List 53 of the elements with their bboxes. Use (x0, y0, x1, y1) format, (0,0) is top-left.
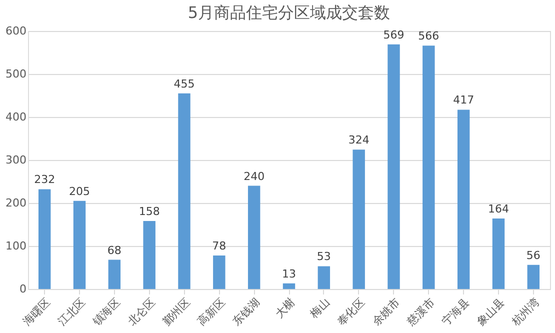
data-label: 324 (348, 134, 370, 147)
data-label: 205 (69, 184, 90, 198)
data-label: 417 (453, 94, 474, 107)
x-tick-label: 象山县 (474, 296, 507, 328)
x-tick-label: 东钱湖 (230, 296, 263, 328)
y-tick-label: 300 (6, 154, 26, 166)
data-label: 164 (488, 202, 509, 216)
x-tick-label: 鄞州区 (160, 296, 193, 328)
y-tick-label: 100 (6, 240, 26, 252)
bar (248, 186, 260, 289)
bar (38, 189, 51, 289)
x-tick-label: 慈溪市 (404, 296, 438, 330)
bar (318, 266, 330, 289)
data-label: 158 (138, 205, 160, 218)
bar (282, 283, 296, 289)
y-tick-label: 400 (6, 110, 26, 124)
x-tick-label: 高新区 (195, 296, 228, 328)
x-tick-label: 海曙区 (20, 296, 54, 328)
data-label: 68 (107, 244, 122, 257)
y-tick-label: 0 (20, 282, 26, 296)
bar (388, 44, 400, 289)
data-label: 53 (316, 250, 331, 264)
y-tick-label: 500 (6, 68, 26, 80)
bar (213, 255, 226, 289)
x-tick-label: 江北区 (55, 296, 88, 328)
data-label: 240 (244, 170, 265, 183)
x-tick-label: 大榭 (272, 296, 298, 321)
bar (527, 264, 540, 289)
bar (352, 150, 365, 289)
bar (143, 221, 156, 289)
data-label: 232 (34, 173, 56, 186)
bar (73, 200, 86, 289)
bar (108, 260, 121, 289)
data-label: 569 (383, 28, 404, 42)
x-tick-label: 宁海县 (440, 296, 472, 328)
x-tick-label: 北仑区 (125, 296, 158, 328)
data-label: 455 (174, 77, 195, 90)
y-tick-label: 600 (6, 24, 26, 38)
x-tick-label: 奉化区 (334, 296, 368, 328)
x-tick-label: 梅山 (306, 296, 332, 322)
bar (492, 218, 505, 289)
x-tick-label: 杭州湾 (508, 296, 542, 330)
data-label: 566 (418, 30, 440, 43)
bar (457, 110, 470, 289)
bar (178, 93, 190, 289)
data-label: 56 (526, 248, 540, 262)
y-tick-label: 200 (6, 196, 26, 210)
x-tick-label: 镇海区 (90, 296, 123, 330)
bar (422, 46, 435, 289)
chart-title: 5月商品住宅分区域成交套数 (188, 3, 390, 22)
data-label: 13 (282, 267, 296, 280)
x-tick-label: 余姚市 (370, 296, 402, 328)
data-label: 78 (212, 239, 226, 252)
